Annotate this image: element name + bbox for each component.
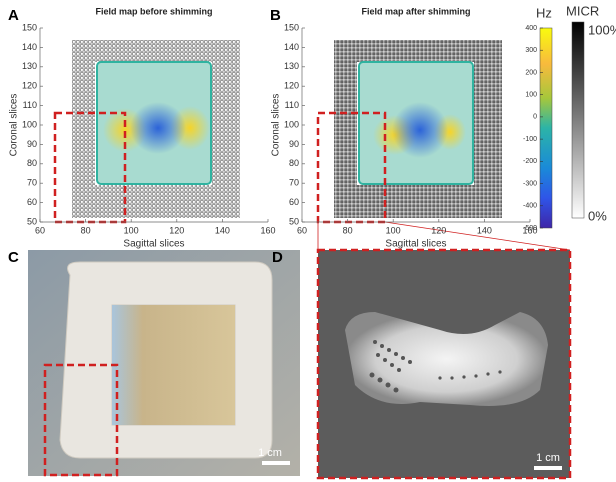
y-tick-label: 50 [27,216,37,226]
colorbar-title: Hz [536,5,552,20]
photo-c [28,250,300,476]
colorbar-tick-label: 300 [525,47,537,54]
panel-label: A [8,7,19,24]
panel-label: B [270,7,281,24]
cold-spot [392,102,448,158]
y-tick-label: 50 [289,216,299,226]
y-tick-label: 100 [284,119,299,129]
y-tick-label: 110 [23,100,37,110]
x-tick-label: 60 [35,225,45,235]
colorbar-tick-label: -200 [523,158,537,165]
colorbar-tick-label: -300 [523,180,537,187]
colorbar-tick-label: 0 [533,114,537,121]
scale-label: 1 cm [536,452,560,464]
scale-label: 1 cm [258,447,282,459]
y-axis-label: Coronal slices [271,94,282,157]
y-tick-label: 100 [22,119,37,129]
panel-title: Field map after shimming [361,6,470,16]
y-tick-label: 80 [27,158,37,168]
x-tick-label: 120 [431,225,446,235]
y-tick-label: 70 [27,178,37,188]
shim-opening [112,305,235,425]
y-tick-label: 150 [284,22,299,32]
colorbar-tick-label: -500 [523,225,537,232]
colorbar-title: MICR [566,3,599,18]
y-tick-label: 120 [284,81,299,91]
x-tick-label: 80 [81,225,91,235]
y-tick-label: 60 [289,197,299,207]
y-tick-label: 140 [22,42,37,52]
y-tick-label: 130 [284,61,299,71]
colorbar-tick-label: 100 [525,92,537,99]
y-axis-label: Coronal slices [9,94,20,157]
x-tick-label: 160 [260,225,275,235]
panel-label: D [272,249,283,266]
y-tick-label: 120 [22,81,37,91]
colorbar-label: 100% [588,22,616,37]
colorbar-label: 0% [588,208,607,223]
x-tick-label: 60 [297,225,307,235]
y-tick-label: 90 [27,139,37,149]
micr-colorbar [572,22,584,218]
y-tick-label: 140 [284,42,299,52]
x-tick-label: 120 [169,225,184,235]
field-map-a [55,40,240,222]
y-tick-label: 150 [22,22,37,32]
x-tick-label: 80 [343,225,353,235]
hz-colorbar [540,28,552,228]
colorbar-tick-label: -100 [523,136,537,143]
x-tick-label: 140 [215,225,230,235]
x-tick-label: 100 [386,225,401,235]
scale-bar [534,466,562,470]
colorbar-tick-label: -400 [523,203,537,210]
colorbar-tick-label: 200 [525,69,537,76]
colorbar-tick-label: 400 [525,25,537,32]
x-axis-label: Sagittal slices [123,239,184,250]
y-tick-label: 60 [27,197,37,207]
cold-spot [130,102,186,154]
y-tick-label: 130 [22,61,37,71]
y-tick-label: 80 [289,158,299,168]
y-tick-label: 90 [289,139,299,149]
x-tick-label: 140 [477,225,492,235]
panel-label: C [8,249,19,266]
scale-bar [262,461,290,465]
y-tick-label: 110 [285,100,299,110]
x-tick-label: 100 [124,225,139,235]
y-tick-label: 70 [289,178,299,188]
panel-title: Field map before shimming [95,6,212,16]
x-axis-label: Sagittal slices [385,239,446,250]
photo-d [318,250,570,478]
figure: Hz MICR 100% 0% C D 1 cm 1 cm 60 80 100 120… [0,0,616,482]
